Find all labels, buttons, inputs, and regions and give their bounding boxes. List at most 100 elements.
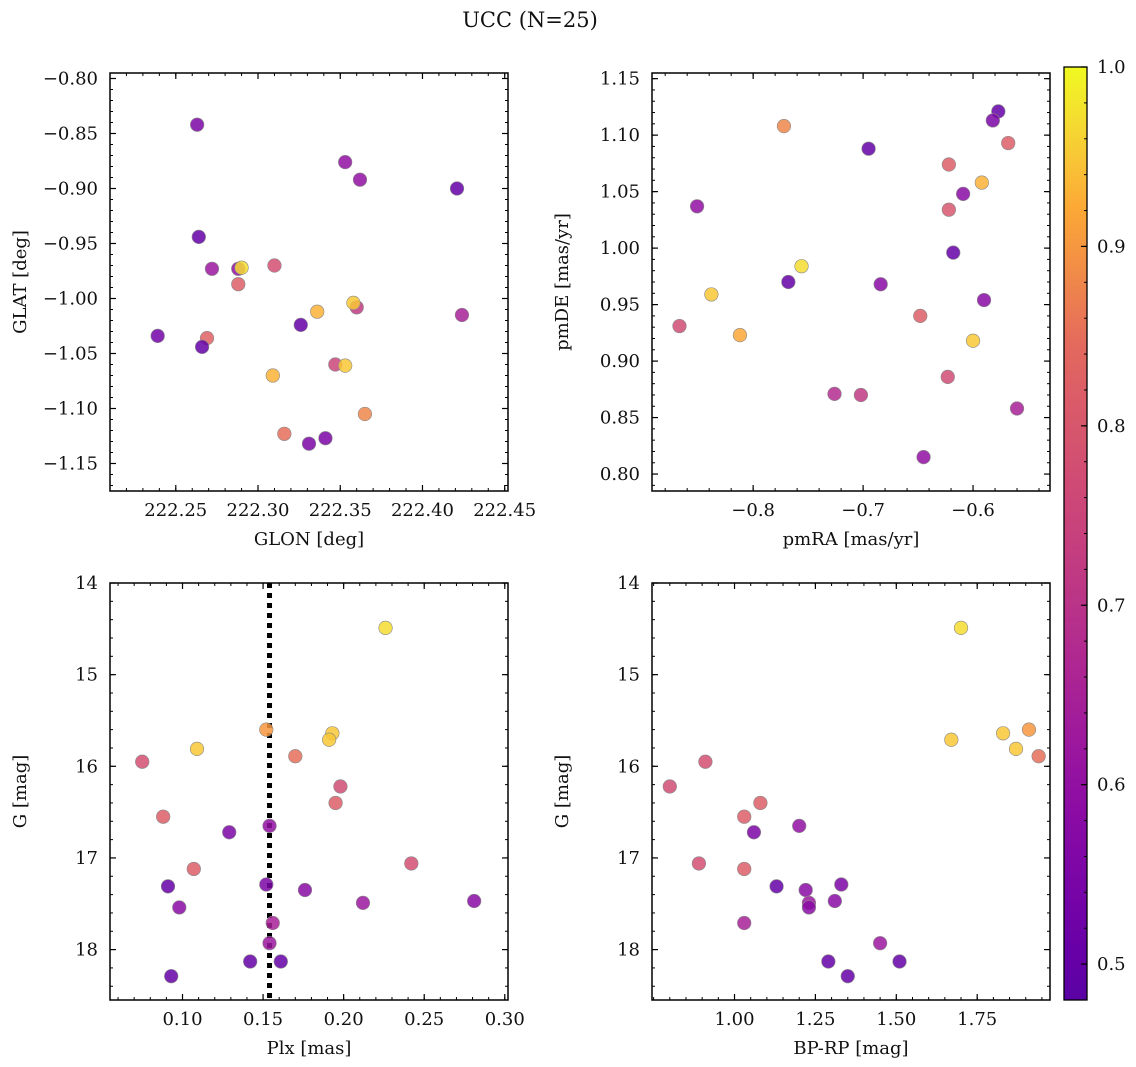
- scatter-point: [262, 818, 277, 833]
- scatter-point: [259, 722, 274, 737]
- scatter-point: [277, 426, 292, 441]
- x-tick-label: 1.00: [714, 1009, 754, 1030]
- scatter-point: [974, 175, 989, 190]
- x-tick-label: 222.45: [473, 500, 536, 521]
- scatter-point: [672, 318, 687, 334]
- x-axis-label: Plx [mas]: [267, 1038, 352, 1059]
- scatter-point: [662, 779, 677, 794]
- panel-pmra-pmde: −0.8 −0.7 −0.6 0.80 0.85 0.90 0.95 1.00 1.05 1.10…: [552, 69, 1051, 550]
- scatter-point: [689, 199, 705, 214]
- x-tick-label: −0.7: [841, 500, 885, 521]
- colorbar: 0.5 0.6 0.7 0.8 0.9 1.0: [1063, 57, 1126, 1001]
- scatter-point: [985, 113, 1000, 128]
- y-tick-label: 17: [617, 848, 640, 869]
- scatter-point: [267, 258, 282, 273]
- x-tick-label: −0.8: [731, 500, 775, 521]
- x-tick-label: 222.40: [391, 500, 454, 521]
- scatter-point: [273, 954, 288, 969]
- x-axis-label: pmRA [mas/yr]: [783, 529, 920, 550]
- scatter-point: [288, 749, 303, 764]
- scatter-point: [449, 181, 465, 196]
- scatter-point: [297, 882, 313, 898]
- scatter-point: [328, 795, 343, 811]
- scatter-point: [467, 893, 482, 909]
- y-tick-label: 17: [75, 848, 98, 869]
- panels: 222.25 222.30 222.35 222.40 222.45 −0.80 −0.85…: [10, 69, 1051, 1059]
- scatter-point: [769, 879, 784, 894]
- scatter-point: [940, 369, 955, 384]
- scatter-point: [322, 732, 337, 747]
- colorbar-tick-label: 0.8: [1097, 416, 1126, 437]
- x-tick-label: 0.10: [162, 1009, 202, 1030]
- scatter-point: [873, 936, 888, 951]
- y-tick-label: 1.10: [600, 125, 640, 146]
- y-tick-label: 18: [617, 940, 640, 961]
- x-tick-label: 0.15: [243, 1009, 283, 1030]
- y-tick-label: −0.85: [43, 124, 98, 145]
- scatter-point: [355, 895, 371, 910]
- y-tick-label: 1.05: [600, 182, 640, 203]
- scatter-point: [995, 726, 1011, 741]
- scatter-point: [1009, 401, 1025, 416]
- scatter-point: [941, 157, 956, 172]
- scatter-point: [916, 450, 931, 465]
- axes-frame: [651, 72, 1051, 492]
- scatter-point: [953, 620, 969, 636]
- scatter-point: [781, 274, 796, 290]
- y-tick-label: 1.00: [600, 238, 640, 259]
- scatter-point: [190, 117, 205, 132]
- scatter-point: [704, 287, 719, 302]
- colorbar-tick-label: 0.7: [1097, 595, 1126, 616]
- y-tick-label: 16: [75, 756, 98, 777]
- axes-frame: [109, 72, 509, 492]
- scatter-point: [834, 877, 849, 892]
- scatter-point: [310, 304, 325, 319]
- y-tick-label: −1.15: [43, 454, 98, 475]
- scatter-point: [243, 954, 258, 969]
- axes-frame: [651, 582, 1051, 1001]
- scatter-point: [346, 295, 361, 311]
- scatter-point: [318, 431, 333, 446]
- scatter-point: [753, 795, 768, 811]
- scatter-point: [801, 900, 817, 915]
- scatter-point: [737, 915, 752, 931]
- y-tick-label: −0.95: [43, 234, 98, 255]
- scatter-point: [861, 141, 876, 156]
- y-tick-label: 15: [617, 665, 640, 686]
- y-tick-label: 18: [75, 940, 98, 961]
- scatter-point: [404, 856, 419, 871]
- scatter-point: [265, 915, 280, 931]
- y-tick-label: 16: [617, 756, 640, 777]
- scatter-point: [1031, 749, 1046, 764]
- panel-glon-glat: 222.25 222.30 222.35 222.40 222.45 −0.80 −0.85…: [10, 69, 536, 551]
- scatter-point: [794, 259, 809, 274]
- points-layer: [662, 620, 1046, 984]
- x-tick-label: 0.20: [324, 1009, 364, 1030]
- points-layer: [150, 117, 470, 451]
- colorbar-tick-label: 0.9: [1097, 236, 1126, 257]
- x-tick-label: 1.25: [795, 1009, 835, 1030]
- y-axis-label: pmDE [mas/yr]: [552, 213, 573, 351]
- x-tick-label: 1.75: [957, 1009, 997, 1030]
- scatter-point: [338, 155, 353, 170]
- points-layer: [672, 104, 1025, 465]
- scatter-point: [454, 307, 470, 323]
- scatter-point: [265, 368, 280, 383]
- scatter-point: [827, 386, 842, 401]
- x-tick-label: 222.25: [144, 500, 207, 521]
- x-tick-label: 0.25: [404, 1009, 444, 1030]
- scatter-point: [156, 809, 171, 824]
- colorbar-tick-label: 0.6: [1097, 775, 1126, 796]
- scatter-point: [194, 339, 210, 355]
- scatter-point: [840, 969, 855, 984]
- scatter-point: [892, 954, 907, 969]
- scatter-point: [737, 809, 752, 824]
- scatter-point: [691, 856, 707, 871]
- panel-plx-g: 0.10 0.15 0.20 0.25 0.30 14 15 16 17 18 Plx [mas] G…: [10, 573, 525, 1059]
- scatter-point: [1001, 135, 1016, 151]
- figure-title: UCC (N=25): [462, 8, 598, 32]
- scatter-point: [946, 245, 961, 260]
- colorbar-tick-label: 1.0: [1097, 57, 1126, 78]
- scatter-point: [222, 825, 237, 840]
